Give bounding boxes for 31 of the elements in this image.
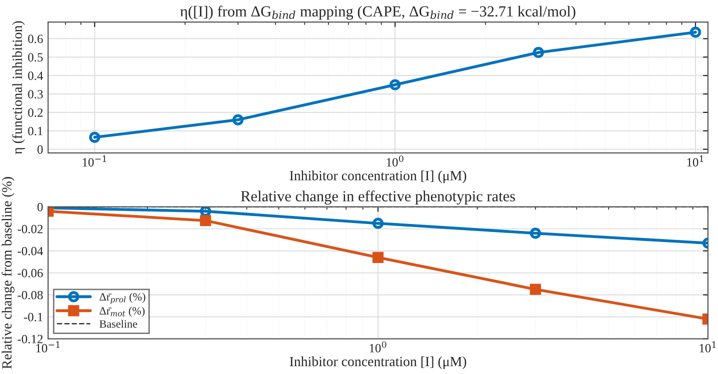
x-tick-label: 10$^{1}$ [687,155,704,167]
legend-label: Baseline [100,320,138,328]
y-tick-label: 0.6 [28,34,43,44]
x-tick-label: 10$^{0}$ [386,155,404,167]
y-tick-label: 0.5 [28,53,43,62]
x-tick-label: 10$^{1}$ [700,341,716,352]
y-tick-label: -0.06 [18,268,43,278]
legend-label: Δr̄$_{prol}$ (%) [100,292,146,304]
x-tick-label: 10$^{−1}$ [82,155,106,167]
y-tick-label: 0.2 [28,108,43,117]
x-tick-label: 10$^{0}$ [370,341,386,352]
y-axis-title: η (functional inhibition) [12,21,25,154]
point [690,26,702,38]
y-axis-title: Relative change from baseline (%) [2,177,14,369]
chart-title: η([I]) from ΔG$_{bind}$ mapping (CAPE, ΔG$_{bind}$ = −32.71 kcal/mol) [180,6,576,20]
x-axis-title: Inhibitor concentration [I] (μM) [290,170,466,184]
chart-title: Relative change in effective phenotypic rates [240,190,515,205]
x-axis-title: Inhibitor concentration [I] (μM) [290,356,466,370]
y-tick-label: 0 [37,202,43,212]
y-tick-label: -0.02 [18,224,43,234]
y-tick-label: -0.04 [18,246,44,256]
point [89,132,100,143]
y-tick-label: -0.1 [24,312,42,322]
y-tick-label: -0.08 [18,290,43,300]
point [390,79,401,90]
legend-label: Δr̄$_{mot}$ (%) [100,306,145,317]
y-tick-label: 0.1 [28,126,42,136]
y-tick-label: -0.12 [18,334,43,344]
y-tick-label: 0 [37,145,43,154]
y-tick-label: 0.3 [28,90,43,98]
y-tick-label: 0.4 [28,72,44,80]
